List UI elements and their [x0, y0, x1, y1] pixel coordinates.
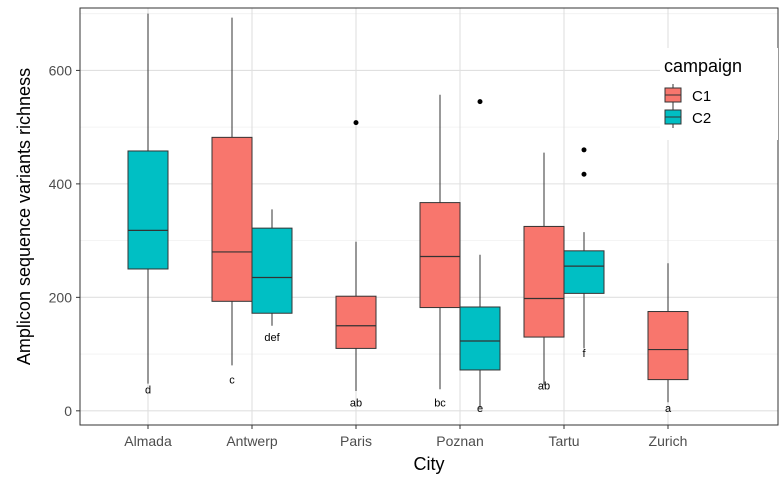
significance-letter: ab — [538, 380, 550, 392]
box-c1-tartu: ab — [523, 152, 565, 392]
significance-letter: a — [665, 403, 672, 415]
box-iqr — [127, 150, 169, 270]
outlier-point — [581, 147, 587, 153]
boxes-layer: c ab bc ab a d def e f — [127, 13, 689, 415]
y-tick-label: 400 — [49, 176, 73, 192]
box-c2-poznan: e — [459, 99, 501, 415]
box-iqr — [211, 136, 253, 302]
y-tick-label: 600 — [49, 62, 73, 78]
box-c1-poznan: bc — [419, 94, 461, 409]
box-iqr — [459, 306, 501, 371]
x-tick-label: Zurich — [649, 433, 688, 449]
box-iqr — [523, 225, 565, 338]
significance-letter: e — [477, 403, 483, 415]
y-axis-title: Amplicon sequence variants richness — [14, 68, 34, 365]
legend-key-c1 — [664, 84, 682, 106]
box-c1-zurich: a — [647, 263, 689, 415]
box-iqr — [647, 311, 689, 381]
box-c1-paris: ab — [335, 120, 377, 409]
significance-letter: f — [582, 348, 586, 360]
legend: campaign C1 C2 — [660, 48, 778, 140]
significance-letter: bc — [434, 397, 446, 409]
significance-letter: d — [145, 384, 151, 396]
outlier-point — [581, 171, 587, 177]
x-tick-label: Tartu — [548, 433, 579, 449]
significance-letter: c — [229, 375, 235, 387]
significance-letter: ab — [350, 397, 362, 409]
y-tick-label: 0 — [64, 403, 72, 419]
x-tick-label: Paris — [340, 433, 372, 449]
x-tick-label: Antwerp — [226, 433, 278, 449]
x-tick-label: Almada — [124, 433, 172, 449]
box-c2-tartu: f — [563, 147, 605, 360]
box-iqr — [335, 295, 377, 349]
outlier-point — [477, 99, 483, 105]
x-tick-label: Poznan — [436, 433, 483, 449]
legend-title: campaign — [664, 56, 742, 76]
legend-label-c1: C1 — [692, 88, 711, 105]
x-axis-title: City — [414, 454, 445, 474]
plot-panel-border — [79, 7, 779, 426]
legend-key-c2 — [664, 106, 682, 128]
axes-layer: 0 200 400 600 Almada Antwerp Paris Poznan Tartu Z… — [49, 62, 688, 449]
y-tick-label: 200 — [49, 289, 73, 305]
box-c2-antwerp: def — [251, 209, 293, 344]
box-iqr — [419, 202, 461, 309]
significance-letter: def — [264, 332, 280, 344]
box-c2-almada: d — [127, 13, 169, 396]
box-iqr — [251, 227, 293, 314]
outlier-point — [353, 120, 359, 126]
box-c1-antwerp: c — [211, 17, 253, 387]
legend-label-c2: C2 — [692, 110, 711, 127]
box-iqr — [563, 250, 605, 294]
